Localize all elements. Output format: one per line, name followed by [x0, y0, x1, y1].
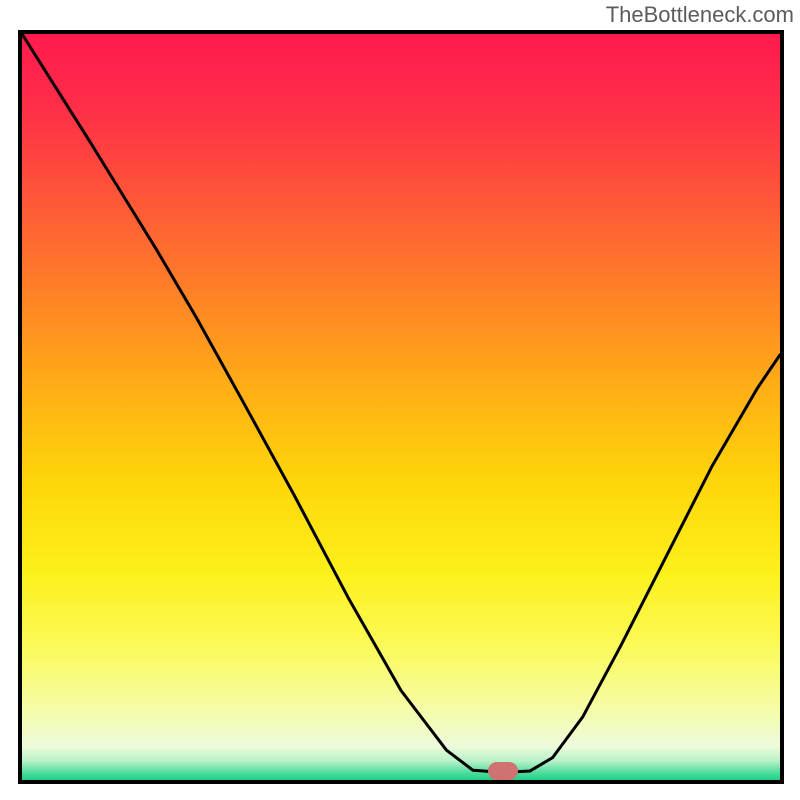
watermark-text: TheBottleneck.com: [606, 2, 794, 28]
chart-plot-area: [18, 30, 784, 784]
bottleneck-curve: [22, 34, 780, 780]
optimal-point-marker: [488, 762, 518, 780]
curve-line: [22, 34, 780, 773]
